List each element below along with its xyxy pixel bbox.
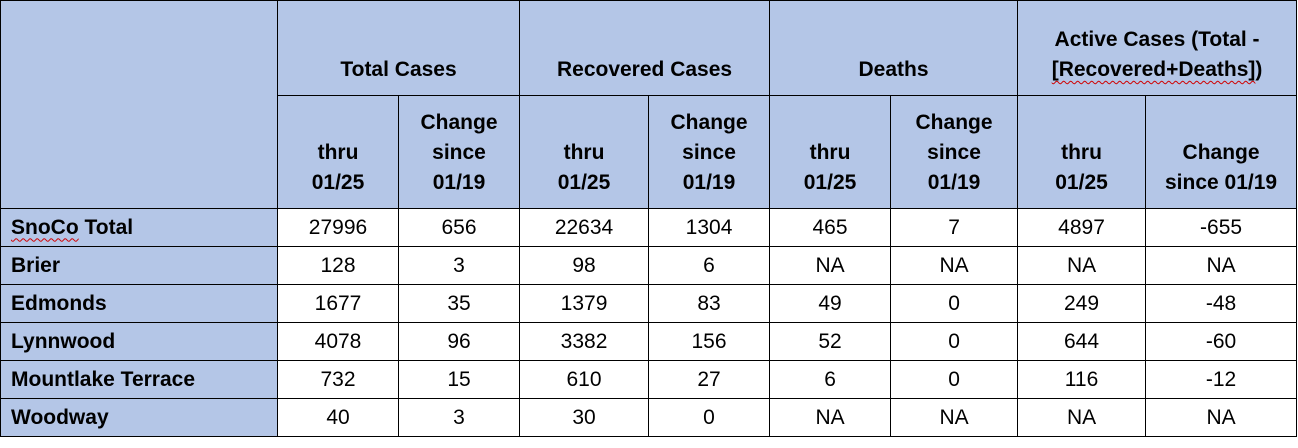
group-header-total-cases: Total Cases <box>276 0 521 96</box>
table-row: Lynnwood 4078 96 3382 156 52 0 644 -60 <box>0 322 1298 361</box>
table-cell: 52 <box>769 322 892 361</box>
table-cell: 49 <box>769 284 892 323</box>
table-cell: 249 <box>1017 284 1147 323</box>
row-label: Lynnwood <box>0 322 278 361</box>
spellcheck-flagged-text: SnoCo <box>11 215 79 239</box>
row-label: Mountlake Terrace <box>0 360 278 399</box>
table-cell: NA <box>1017 398 1147 437</box>
table-cell: 30 <box>519 398 650 437</box>
table-cell: 27 <box>648 360 771 399</box>
table-cell: 1304 <box>648 208 771 247</box>
table-cell: 116 <box>1017 360 1147 399</box>
table-cell: -60 <box>1145 322 1298 361</box>
table-cell: -655 <box>1145 208 1298 247</box>
subheader-total-change: Change since 01/19 <box>397 95 521 209</box>
table-cell: 0 <box>890 284 1019 323</box>
spellcheck-flagged-text: [Recovered+Deaths] <box>1051 58 1256 81</box>
table-cell: 83 <box>648 284 771 323</box>
table-cell: NA <box>1145 246 1298 285</box>
table-cell: 22634 <box>519 208 650 247</box>
table-cell: NA <box>1145 398 1298 437</box>
table-cell: -12 <box>1145 360 1298 399</box>
table-cell: 96 <box>397 322 521 361</box>
table-cell: 7 <box>890 208 1019 247</box>
subheader-recovered-change: Change since 01/19 <box>648 95 771 209</box>
table-cell: 3 <box>397 398 521 437</box>
table-row: Mountlake Terrace 732 15 610 27 6 0 116 -12 <box>0 360 1298 399</box>
subheader-deaths-change: Change since 01/19 <box>890 95 1019 209</box>
subheader-active-change: Change since 01/19 <box>1145 95 1298 209</box>
group-header-deaths: Deaths <box>769 0 1019 96</box>
covid-cases-table: Total Cases Recovered Cases Deaths Activ… <box>0 0 1298 437</box>
subheader-deaths-thru: thru 01/25 <box>769 95 892 209</box>
table-cell: 3 <box>397 246 521 285</box>
table-cell: 610 <box>519 360 650 399</box>
table-cell: NA <box>890 246 1019 285</box>
table-cell: NA <box>769 398 892 437</box>
table-cell: 1677 <box>277 284 399 323</box>
table-cell: 732 <box>277 360 399 399</box>
table-row: Brier 128 3 98 6 NA NA NA NA <box>0 246 1298 285</box>
table-cell: 465 <box>769 208 892 247</box>
table-cell: 128 <box>277 246 399 285</box>
row-label: Brier <box>0 246 278 285</box>
table-cell: 35 <box>397 284 521 323</box>
subheader-recovered-thru: thru 01/25 <box>519 95 650 209</box>
table-cell: 156 <box>648 322 771 361</box>
table-body: SnoCo Total 27996 656 22634 1304 465 7 4897 -655… <box>0 208 1298 437</box>
group-header-row: Total Cases Recovered Cases Deaths Activ… <box>0 0 1298 209</box>
table-cell: NA <box>1017 246 1147 285</box>
row-label: Edmonds <box>0 284 278 323</box>
table-cell: NA <box>769 246 892 285</box>
table-cell: 0 <box>890 360 1019 399</box>
row-label: SnoCo Total <box>0 208 278 247</box>
table-cell: 656 <box>397 208 521 247</box>
sub-header-row: thru 01/25 Change since 01/19 thru 01/25 Cha… <box>1 95 1298 209</box>
group-header-active-cases: Active Cases (Total - [Recovered+Deaths]… <box>1017 0 1298 96</box>
table-row: Woodway 40 3 30 0 NA NA NA NA <box>0 398 1298 437</box>
corner-cell <box>0 0 278 209</box>
row-label: Woodway <box>0 398 278 437</box>
table-row: Edmonds 1677 35 1379 83 49 0 249 -48 <box>0 284 1298 323</box>
table-cell: 4078 <box>277 322 399 361</box>
table-cell: 1379 <box>519 284 650 323</box>
table-cell: 3382 <box>519 322 650 361</box>
group-header-recovered-cases: Recovered Cases <box>519 0 771 96</box>
subheader-total-thru: thru 01/25 <box>277 95 399 209</box>
table-cell: 40 <box>277 398 399 437</box>
table-cell: 644 <box>1017 322 1147 361</box>
table-cell: -48 <box>1145 284 1298 323</box>
table-cell: 6 <box>769 360 892 399</box>
table-cell: 6 <box>648 246 771 285</box>
table-cell: NA <box>890 398 1019 437</box>
table-cell: 0 <box>648 398 771 437</box>
table-cell: 27996 <box>277 208 399 247</box>
table-cell: 0 <box>890 322 1019 361</box>
table-cell: 98 <box>519 246 650 285</box>
subheader-active-thru: thru 01/25 <box>1017 95 1147 209</box>
table-cell: 4897 <box>1017 208 1147 247</box>
table-row: SnoCo Total 27996 656 22634 1304 465 7 4897 -655 <box>0 208 1298 247</box>
table-cell: 15 <box>397 360 521 399</box>
